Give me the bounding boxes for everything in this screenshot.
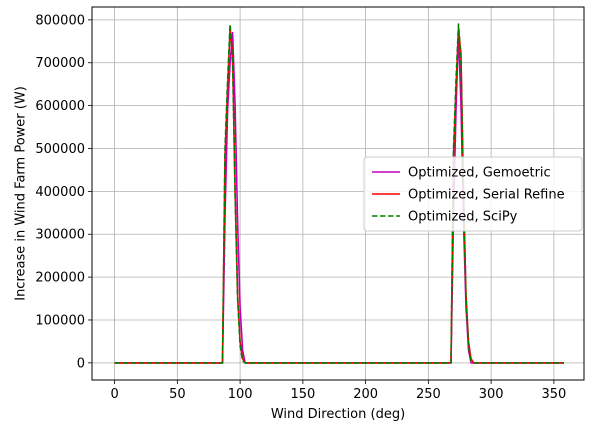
y-tick-label: 600000 — [35, 99, 85, 114]
x-tick-label: 0 — [110, 387, 118, 402]
y-tick-label: 700000 — [35, 56, 85, 71]
series-line-2 — [114, 23, 564, 364]
x-axis-label: Wind Direction (deg) — [271, 407, 405, 422]
x-tick-label: 300 — [479, 387, 504, 402]
x-tick-label: 100 — [228, 387, 253, 402]
y-tick-label: 0 — [77, 356, 85, 371]
y-tick-label: 500000 — [35, 142, 85, 157]
legend-label-2: Optimized, SciPy — [408, 210, 518, 225]
y-tick-label: 100000 — [35, 313, 85, 328]
x-axis-ticks: 0 50 100 150 200 250 300 350 — [110, 380, 566, 402]
y-axis-ticks: 0 100000 200000 300000 400000 500000 600000 700… — [35, 13, 92, 371]
plot-area-frame — [91, 6, 585, 381]
y-axis-label: Increase in Wind Farm Power (W) — [14, 86, 29, 301]
legend-label-0: Optimized, Gemoetric — [408, 166, 551, 181]
y-tick-label: 200000 — [35, 271, 85, 286]
y-tick-label: 300000 — [35, 228, 85, 243]
x-tick-label: 50 — [169, 387, 186, 402]
series-lines — [114, 23, 564, 364]
legend-label-1: Optimized, Serial Refine — [408, 188, 565, 203]
y-tick-label: 400000 — [35, 185, 85, 200]
legend-box — [363, 156, 583, 232]
y-tick-label: 800000 — [35, 13, 85, 28]
x-tick-label: 200 — [353, 387, 378, 402]
x-tick-label: 250 — [416, 387, 441, 402]
x-tick-label: 350 — [541, 387, 566, 402]
legend: Optimized, Gemoetric Optimized, Serial Re… — [363, 156, 583, 232]
x-tick-label: 150 — [290, 387, 315, 402]
